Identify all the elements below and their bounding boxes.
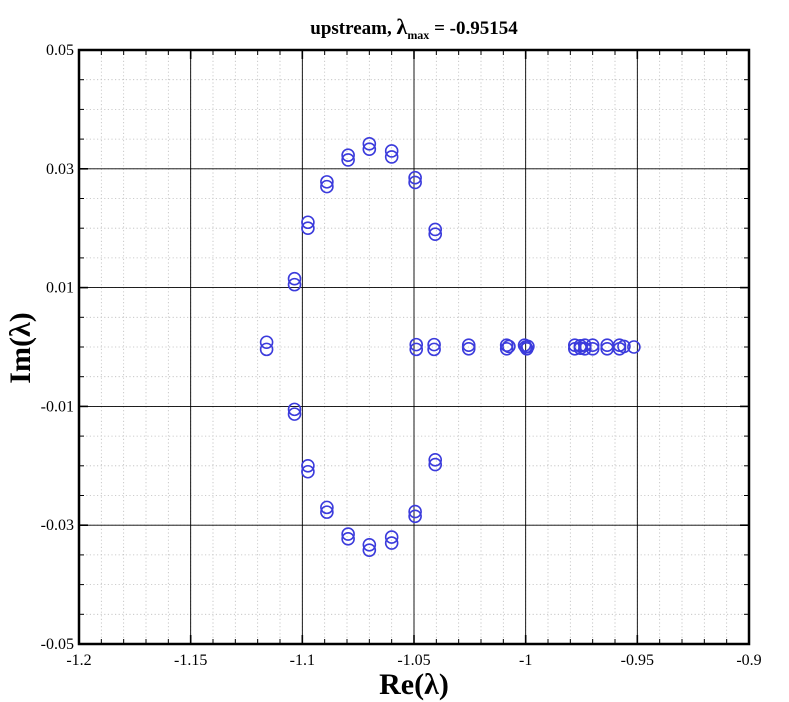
data-point [502,339,516,354]
data-point [409,337,424,352]
y-tick-label: -0.03 [41,517,74,534]
x-tick-label: -0.9 [736,652,761,669]
data-point [427,342,441,357]
chart-title: upstream, λmax = -0.95154 [310,14,518,42]
data-point [408,509,422,524]
data-point [578,341,592,356]
data-point [521,339,535,354]
data-point [384,530,399,544]
data-point [301,215,315,230]
data-point [320,175,334,189]
x-tick-labels: -1.2 -1.15 -1.1 -1.05 -1 -0.95 -0.9 [66,652,761,669]
data-point [320,505,334,519]
data-point [287,407,302,421]
y-tick-labels: -0.05 -0.03 -0.01 0.01 0.03 0.05 [41,42,74,653]
data-point [287,277,302,292]
y-tick-label: 0.05 [46,42,74,59]
y-axis-title: Im(λ) [4,312,37,383]
data-point [320,179,334,194]
x-tick-label: -1.05 [397,652,430,669]
data-point [408,170,422,185]
data-point [428,222,443,237]
chart-title-prefix: upstream, [310,18,396,39]
data-point [362,137,377,151]
chart-title-suffix: = -0.95154 [429,18,518,39]
data-point [301,221,315,235]
y-tick-label: 0.01 [46,280,74,297]
data-point [259,335,274,350]
data-point [409,342,424,357]
x-tick-label: -0.95 [621,652,654,669]
x-tick-label: -1 [519,652,532,669]
data-point [408,504,422,519]
data-point [341,148,355,162]
data-point [341,153,355,167]
major-grid [79,50,749,644]
data-point [428,227,443,241]
data-point [301,458,315,473]
data-point [320,500,334,515]
data-point [362,142,377,156]
data-point [461,338,476,353]
data-point [428,457,443,472]
data-point [384,150,399,164]
data-point [428,453,443,467]
data-point [585,338,600,353]
data-point [362,537,377,552]
data-point [362,543,377,557]
chart-title-subscript: max [407,28,429,42]
x-tick-label: -1.15 [174,652,207,669]
data-point [384,144,399,158]
data-point [585,341,600,356]
y-tick-label: -0.01 [41,398,74,415]
data-point [259,342,274,357]
data-point [499,341,514,356]
data-point [578,338,592,353]
data-point [627,340,641,354]
data-point [301,464,315,479]
data-point [287,402,302,417]
data-point [461,341,476,356]
data-point [427,337,441,352]
y-tick-label: -0.05 [41,636,74,653]
axis-ticks [78,49,750,645]
x-tick-label: -1.2 [66,652,91,669]
y-tick-label: 0.03 [46,161,74,178]
chart-title-symbol: λ [397,14,408,39]
data-points [259,137,641,557]
data-point [408,175,422,190]
data-point [617,339,631,354]
data-point [341,527,355,541]
x-tick-label: -1.1 [290,652,315,669]
data-point [341,532,355,546]
data-point [384,536,399,550]
x-axis-title: Re(λ) [379,668,449,701]
data-point [287,271,302,286]
